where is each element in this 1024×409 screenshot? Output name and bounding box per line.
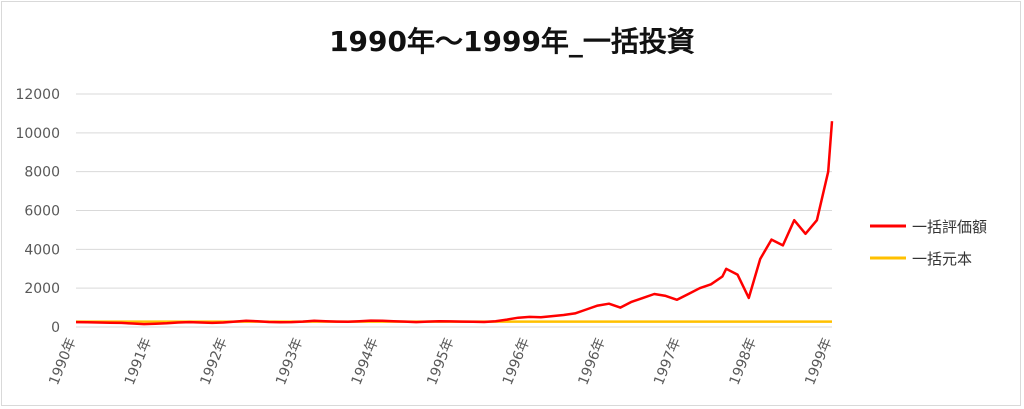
- x-tick-label: 1993年: [273, 336, 306, 388]
- x-tick-label: 1997年: [651, 336, 684, 388]
- y-tick-label: 12000: [15, 87, 60, 103]
- x-tick-label: 1999年: [802, 336, 835, 388]
- y-tick-label: 2000: [24, 281, 60, 297]
- x-tick-label: 1990年: [46, 336, 79, 388]
- legend-label: 一括評価額: [912, 218, 987, 236]
- x-tick-label: 1992年: [197, 336, 230, 388]
- x-tick-label: 1991年: [122, 336, 155, 388]
- x-axis-ticks: 1990年 1991年 1992年 1993年 1994年 1995年 1996年 1996年…: [46, 336, 835, 388]
- y-tick-label: 6000: [24, 204, 60, 220]
- y-tick-label: 0: [51, 320, 60, 336]
- chart-title: 1990年～1999年_一括投資: [329, 25, 695, 58]
- x-tick-label: 1995年: [424, 336, 457, 388]
- x-tick-label: 1994年: [349, 336, 382, 388]
- gridlines: [76, 93, 832, 328]
- y-axis-ticks: 0 2000 4000 6000 8000 10000 12000: [15, 87, 60, 336]
- x-tick-label: 1996年: [575, 336, 608, 388]
- legend-label: 一括元本: [912, 250, 972, 268]
- x-tick-label: 1998年: [727, 336, 760, 388]
- y-tick-label: 4000: [24, 242, 60, 258]
- series-line: [75, 121, 834, 326]
- y-tick-label: 8000: [24, 165, 60, 181]
- y-tick-label: 10000: [15, 126, 60, 142]
- series-lines: [75, 121, 834, 326]
- x-tick-label: 1996年: [500, 336, 533, 388]
